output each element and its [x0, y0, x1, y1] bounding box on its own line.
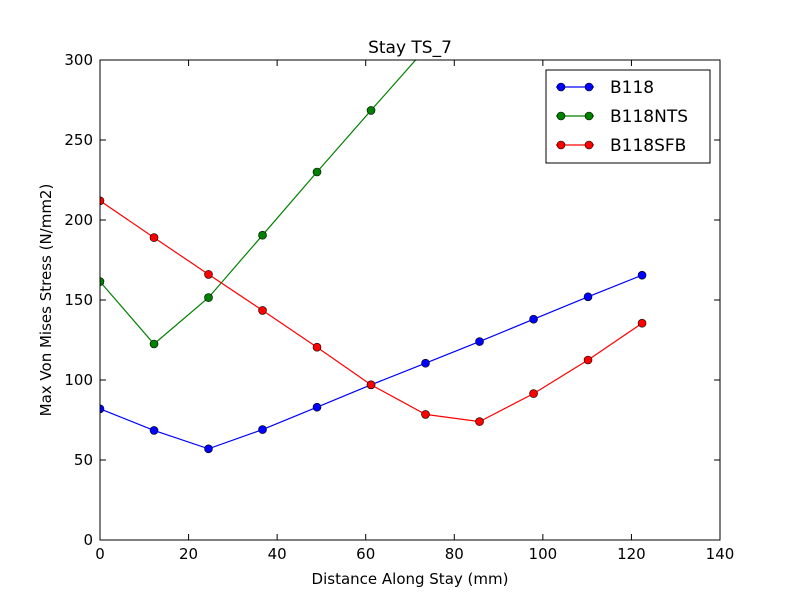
- x-tick-label: 60: [356, 545, 375, 563]
- x-tick-label: 80: [445, 545, 464, 563]
- legend-marker-b118: [584, 82, 594, 92]
- y-tick-label: 250: [64, 131, 93, 149]
- y-axis-label: Max Von Mises Stress (N/mm2): [37, 184, 55, 417]
- y-tick-label: 200: [64, 211, 93, 229]
- data-point-b118: [100, 404, 105, 414]
- x-axis: 0 20 40 60 80 100 120 140: [95, 60, 734, 563]
- series-layer: [100, 60, 647, 454]
- data-point-b118nts: [258, 230, 267, 240]
- data-point-b118sfb: [421, 410, 430, 419]
- data-point-b118nts: [100, 277, 105, 286]
- data-point-b118sfb: [366, 380, 376, 390]
- legend-label-b118: B118: [610, 78, 654, 98]
- data-point-b118sfb: [583, 355, 593, 365]
- x-tick-label: 120: [617, 545, 646, 563]
- data-point-b118: [312, 402, 322, 412]
- data-point-b118sfb: [637, 318, 647, 328]
- data-point-b118sfb: [149, 233, 159, 242]
- legend: B118 B118NTS B118SFB: [545, 69, 711, 164]
- data-point-b118sfb: [529, 389, 538, 398]
- x-tick-label: 100: [529, 545, 558, 563]
- y-tick-label: 100: [64, 371, 93, 389]
- x-tick-label: 0: [95, 545, 105, 563]
- data-point-b118: [149, 426, 159, 435]
- y-tick-label: 300: [64, 51, 93, 69]
- y-axis: 0 50 100 150 200 250 300: [64, 51, 720, 549]
- legend-marker-b118sfb: [556, 140, 566, 150]
- x-tick-label: 20: [179, 545, 198, 563]
- data-point-b118nts: [366, 106, 376, 115]
- data-point-b118: [204, 444, 213, 454]
- data-point-b118: [637, 270, 647, 280]
- data-point-b118: [583, 292, 593, 302]
- data-point-b118sfb: [258, 306, 267, 315]
- data-point-b118sfb: [204, 270, 213, 279]
- data-point-b118: [529, 314, 538, 324]
- data-point-b118nts: [149, 339, 159, 349]
- legend-marker-b118nts: [556, 111, 566, 121]
- data-point-b118sfb: [100, 196, 105, 206]
- data-point-b118: [258, 425, 267, 434]
- legend-marker-b118nts: [584, 111, 594, 121]
- data-point-b118nts: [204, 293, 213, 302]
- legend-marker-b118: [556, 82, 566, 92]
- y-tick-label: 0: [83, 531, 93, 549]
- x-axis-label: Distance Along Stay (mm): [312, 570, 509, 588]
- legend-label-b118nts: B118NTS: [610, 107, 688, 127]
- y-tick-label: 150: [64, 291, 93, 309]
- legend-label-b118sfb: B118SFB: [610, 136, 686, 156]
- y-tick-label: 50: [74, 451, 93, 469]
- data-point-b118: [421, 358, 430, 368]
- x-tick-label: 140: [706, 545, 735, 563]
- data-point-b118nts: [312, 167, 322, 177]
- x-tick-label: 40: [268, 545, 287, 563]
- data-point-b118sfb: [475, 417, 484, 426]
- data-point-b118: [475, 337, 484, 346]
- data-point-b118sfb: [312, 342, 322, 352]
- chart-title: Stay TS_7: [368, 38, 452, 58]
- legend-marker-b118sfb: [584, 140, 594, 150]
